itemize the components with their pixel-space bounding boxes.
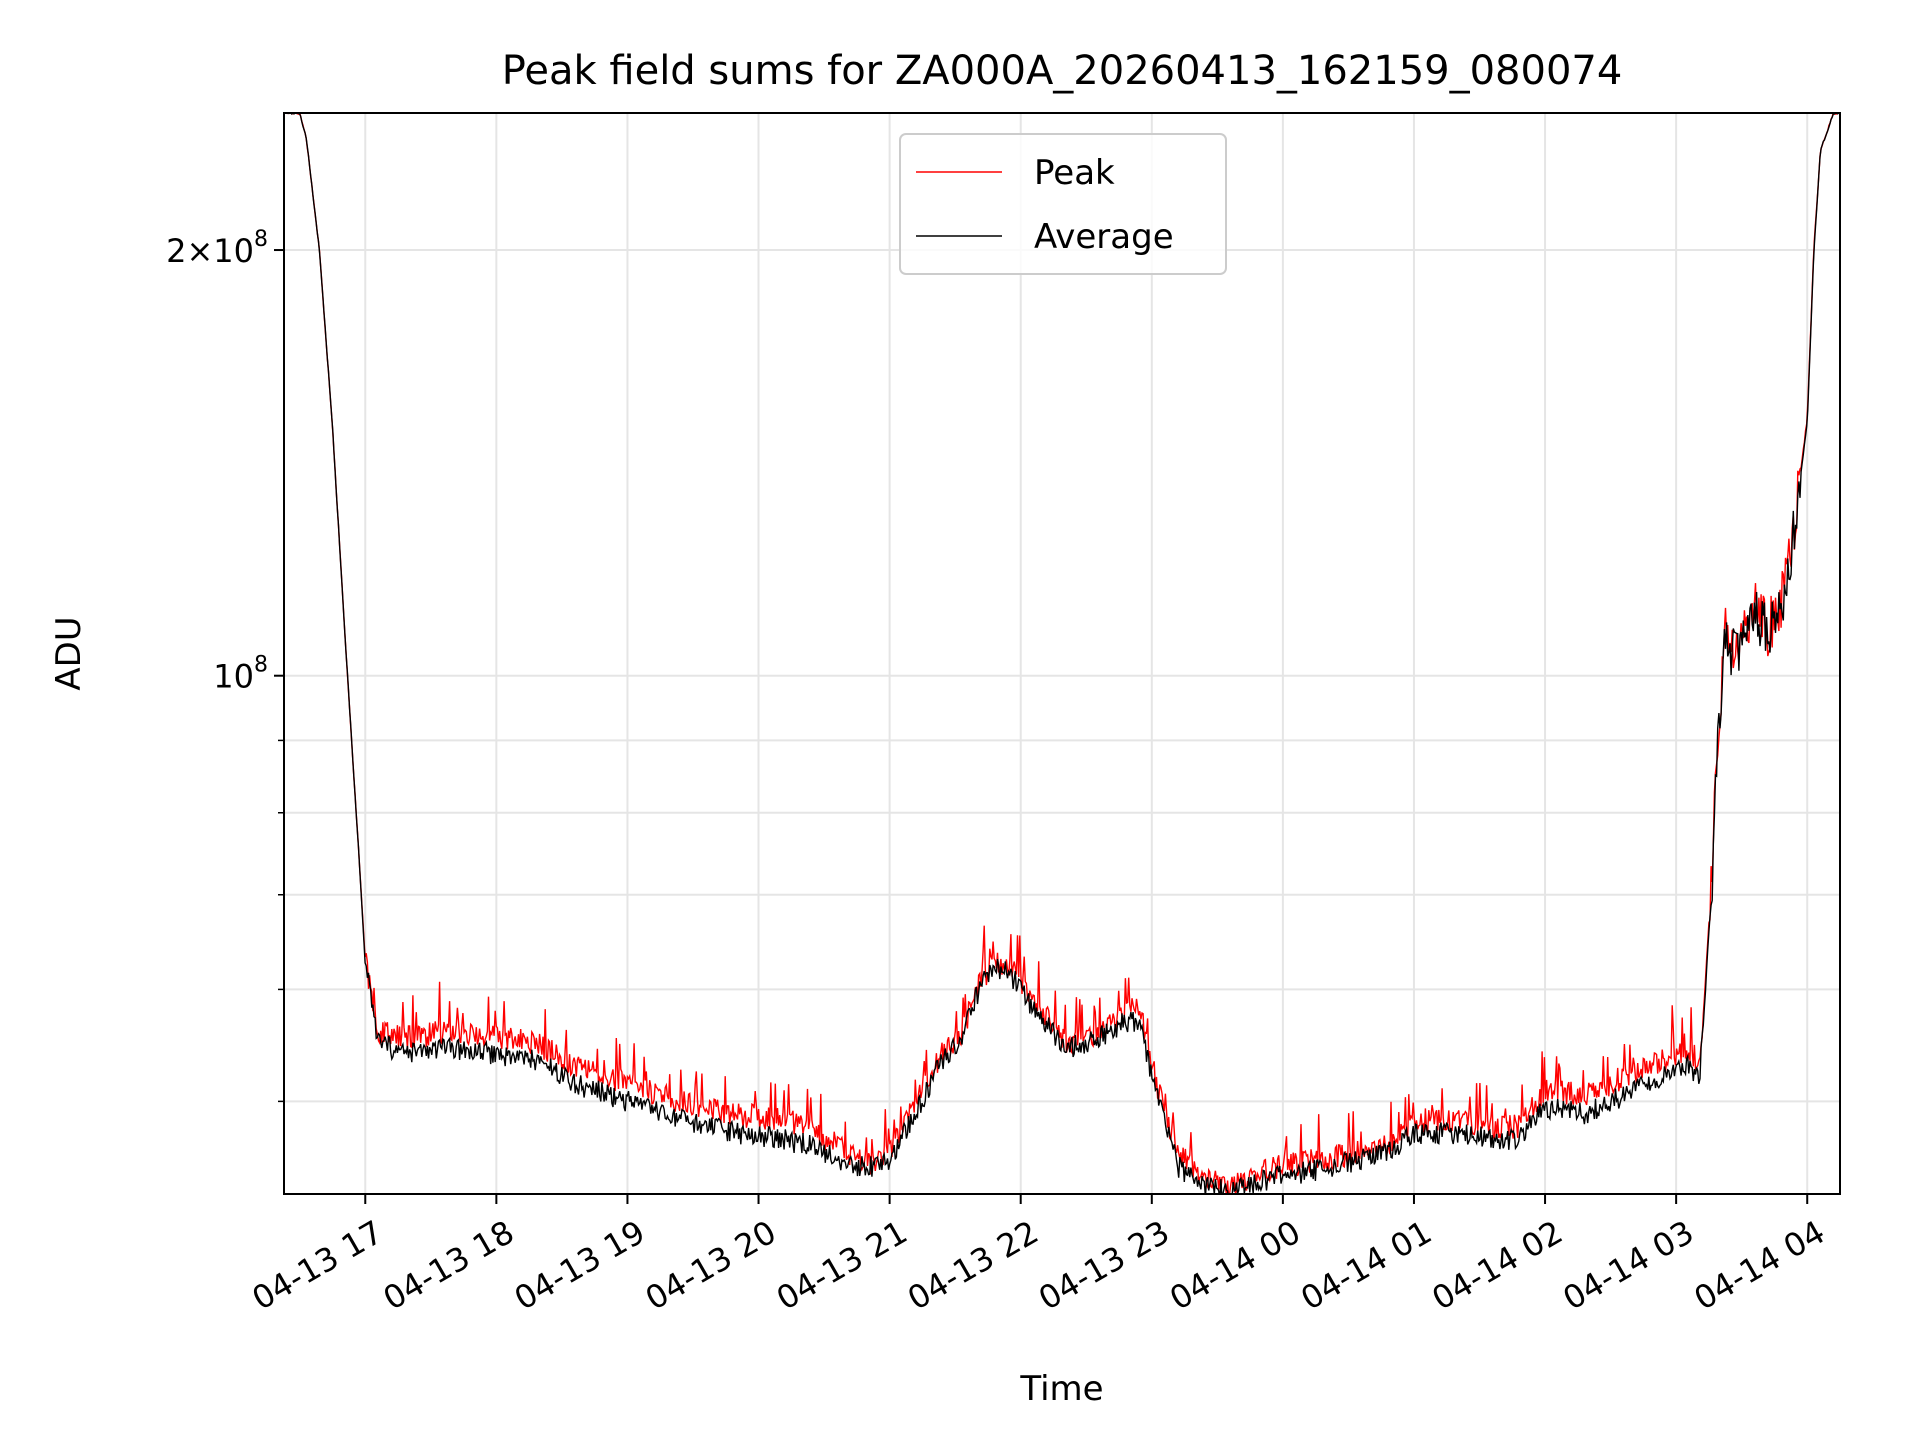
- y-axis-label: ADU: [49, 616, 89, 690]
- y-tick-label-part: 10: [213, 658, 254, 696]
- y-tick-label-exponent: 8: [254, 227, 268, 252]
- y-tick-label-part: 2: [166, 232, 186, 270]
- y-tick-label: 2×108: [166, 227, 268, 270]
- legend: Peak Average: [899, 133, 1227, 275]
- y-tick-label-part: 10: [213, 232, 254, 270]
- y-tick-label: 108: [213, 653, 268, 696]
- series-layer: [284, 113, 1840, 1194]
- grid-layer: [284, 113, 1840, 1194]
- x-axis-label: Time: [1019, 1369, 1103, 1409]
- y-tick-label-part: ×: [186, 232, 213, 270]
- series-line-average: [284, 113, 1840, 1194]
- plot-frame: [283, 112, 1841, 1195]
- legend-label-peak: Peak: [1034, 153, 1115, 193]
- series-line-peak: [284, 113, 1840, 1194]
- y-tick-label-exponent: 8: [254, 653, 268, 678]
- legend-label-average: Average: [1034, 217, 1174, 257]
- legend-box: [899, 133, 1227, 275]
- chart-title: Peak field sums for ZA000A_20260413_1621…: [502, 48, 1623, 94]
